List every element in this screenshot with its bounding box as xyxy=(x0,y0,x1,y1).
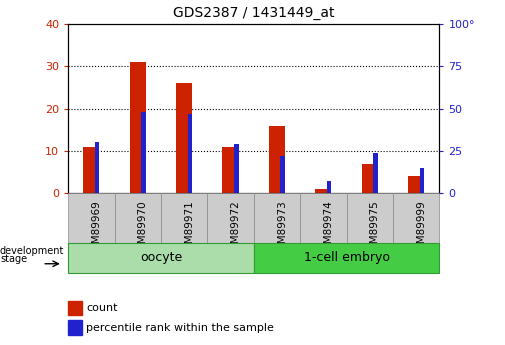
Bar xyxy=(254,243,439,273)
Bar xyxy=(83,147,99,193)
Bar xyxy=(327,181,331,193)
Text: GSM89974: GSM89974 xyxy=(323,201,333,257)
Bar xyxy=(393,193,439,243)
Text: 1-cell embryo: 1-cell embryo xyxy=(304,252,389,264)
Bar xyxy=(234,144,238,193)
Title: GDS2387 / 1431449_at: GDS2387 / 1431449_at xyxy=(173,6,334,20)
Text: stage: stage xyxy=(0,254,27,264)
Bar xyxy=(68,243,254,273)
Text: GSM89971: GSM89971 xyxy=(184,201,194,257)
Text: GSM89969: GSM89969 xyxy=(91,201,102,257)
Text: count: count xyxy=(86,303,118,313)
Text: GSM89970: GSM89970 xyxy=(138,201,148,257)
Bar xyxy=(95,142,99,193)
Bar xyxy=(68,193,115,243)
Bar xyxy=(269,126,285,193)
Bar xyxy=(115,193,161,243)
Text: percentile rank within the sample: percentile rank within the sample xyxy=(86,323,274,333)
Bar xyxy=(362,164,378,193)
Bar xyxy=(187,114,192,193)
Text: development: development xyxy=(0,246,64,256)
Bar xyxy=(408,176,424,193)
Bar xyxy=(346,193,393,243)
Bar xyxy=(130,62,146,193)
Bar xyxy=(141,112,146,193)
Text: GSM89999: GSM89999 xyxy=(416,201,426,257)
Bar xyxy=(373,152,378,193)
Text: GSM89975: GSM89975 xyxy=(370,201,380,257)
Bar xyxy=(420,168,424,193)
Text: GSM89973: GSM89973 xyxy=(277,201,287,257)
Bar xyxy=(315,189,331,193)
Bar xyxy=(68,301,81,315)
Bar xyxy=(68,320,81,335)
Text: GSM89972: GSM89972 xyxy=(231,201,240,257)
Bar xyxy=(208,193,254,243)
Text: oocyte: oocyte xyxy=(140,252,182,264)
Bar xyxy=(280,156,285,193)
Bar xyxy=(300,193,346,243)
Bar xyxy=(222,147,239,193)
Bar xyxy=(254,193,300,243)
Bar xyxy=(176,83,192,193)
Bar xyxy=(161,193,208,243)
